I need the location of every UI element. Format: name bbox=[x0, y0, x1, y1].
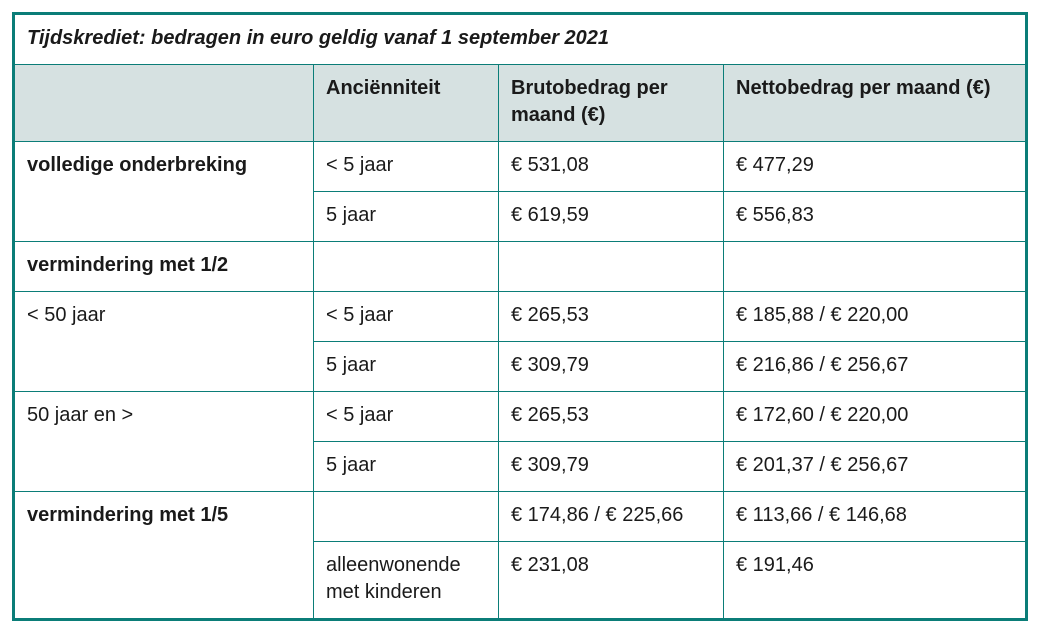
row-vermindering-1-5-a: vermindering met 1/5 € 174,86 / € 225,66… bbox=[14, 492, 1027, 542]
row-volledige-1: volledige onderbreking < 5 jaar € 531,08… bbox=[14, 142, 1027, 192]
cell-netto: € 113,66 / € 146,68 bbox=[724, 492, 1027, 542]
cell-netto: € 185,88 / € 220,00 bbox=[724, 292, 1027, 342]
col-header-bruto: Brutobedrag per maand (€) bbox=[499, 65, 724, 142]
cell-empty bbox=[314, 242, 499, 292]
cell-anc: 5 jaar bbox=[314, 442, 499, 492]
tijdskrediet-table: Tijdskrediet: bedragen in euro geldig va… bbox=[12, 12, 1028, 621]
label-lt50: < 50 jaar bbox=[14, 292, 314, 392]
cell-bruto: € 619,59 bbox=[499, 192, 724, 242]
label-ge50: 50 jaar en > bbox=[14, 392, 314, 492]
cell-anc: 5 jaar bbox=[314, 342, 499, 392]
cell-anc: 5 jaar bbox=[314, 192, 499, 242]
cell-netto: € 191,46 bbox=[724, 542, 1027, 620]
cell-anc: < 5 jaar bbox=[314, 292, 499, 342]
col-header-empty bbox=[14, 65, 314, 142]
cell-empty bbox=[499, 242, 724, 292]
table-header-row: Anciënniteit Brutobedrag per maand (€) N… bbox=[14, 65, 1027, 142]
label-volledige-onderbreking: volledige onderbreking bbox=[14, 142, 314, 242]
cell-bruto: € 174,86 / € 225,66 bbox=[499, 492, 724, 542]
cell-bruto: € 309,79 bbox=[499, 342, 724, 392]
cell-anc bbox=[314, 492, 499, 542]
label-vermindering-1-2: vermindering met 1/2 bbox=[14, 242, 314, 292]
cell-netto: € 172,60 / € 220,00 bbox=[724, 392, 1027, 442]
cell-bruto: € 231,08 bbox=[499, 542, 724, 620]
cell-netto: € 216,86 / € 256,67 bbox=[724, 342, 1027, 392]
cell-netto: € 556,83 bbox=[724, 192, 1027, 242]
row-vermindering-1-2: vermindering met 1/2 bbox=[14, 242, 1027, 292]
cell-empty bbox=[724, 242, 1027, 292]
col-header-netto: Nettobedrag per maand (€) bbox=[724, 65, 1027, 142]
cell-bruto: € 309,79 bbox=[499, 442, 724, 492]
label-vermindering-1-5: vermindering met 1/5 bbox=[14, 492, 314, 620]
cell-anc: < 5 jaar bbox=[314, 142, 499, 192]
row-lt50-1: < 50 jaar < 5 jaar € 265,53 € 185,88 / €… bbox=[14, 292, 1027, 342]
cell-netto: € 477,29 bbox=[724, 142, 1027, 192]
row-ge50-1: 50 jaar en > < 5 jaar € 265,53 € 172,60 … bbox=[14, 392, 1027, 442]
cell-anc: < 5 jaar bbox=[314, 392, 499, 442]
cell-bruto: € 531,08 bbox=[499, 142, 724, 192]
col-header-anciënniteit: Anciënniteit bbox=[314, 65, 499, 142]
table-title: Tijdskrediet: bedragen in euro geldig va… bbox=[14, 14, 1027, 65]
cell-netto: € 201,37 / € 256,67 bbox=[724, 442, 1027, 492]
cell-bruto: € 265,53 bbox=[499, 392, 724, 442]
cell-bruto: € 265,53 bbox=[499, 292, 724, 342]
table-title-row: Tijdskrediet: bedragen in euro geldig va… bbox=[14, 14, 1027, 65]
cell-anc: alleenwonende met kinderen bbox=[314, 542, 499, 620]
